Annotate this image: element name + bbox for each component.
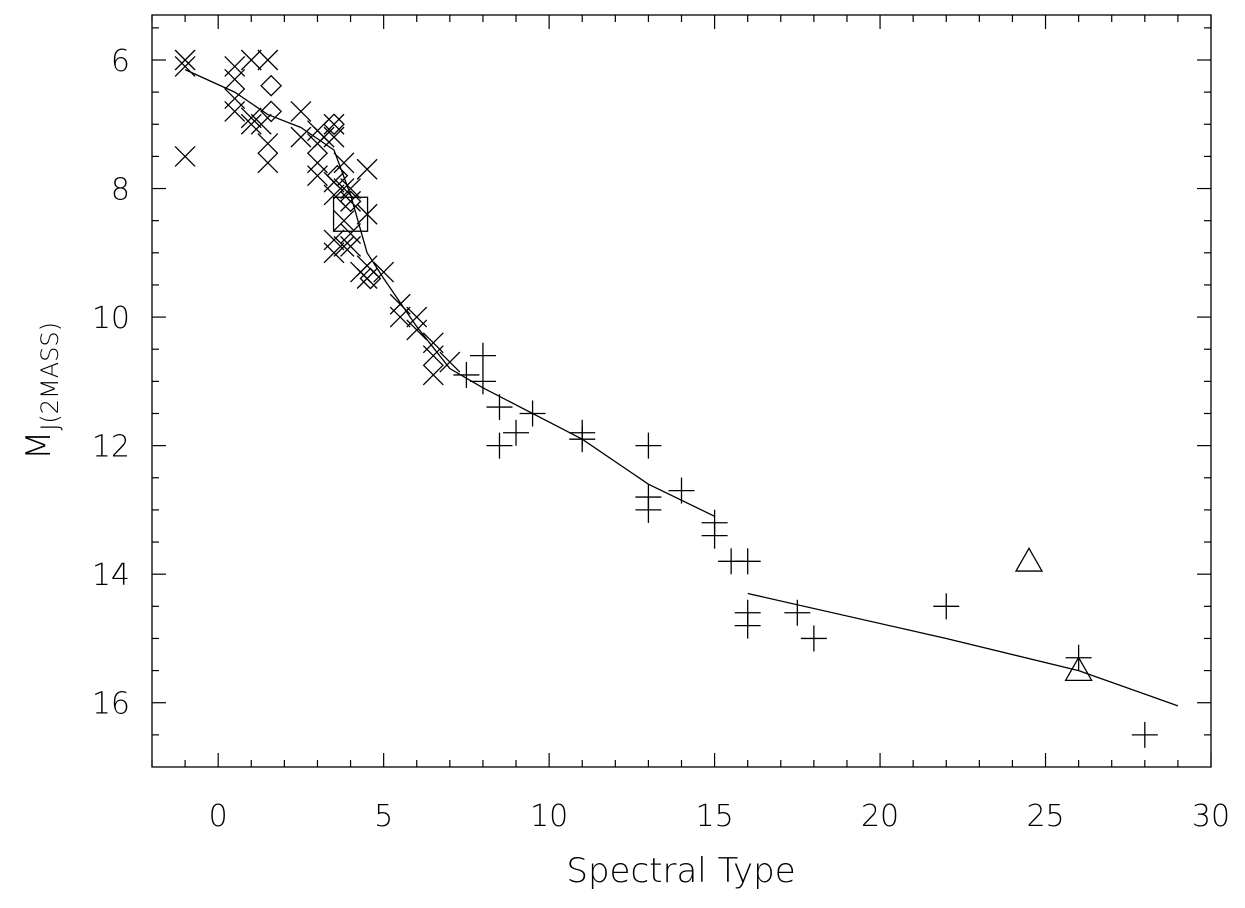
data-point-plus — [784, 599, 811, 626]
x-tick-labels: 0 5 10 15 20 25 30 — [209, 799, 1230, 834]
data-point-x — [439, 351, 461, 373]
data-point-x — [333, 178, 355, 199]
data-point-x — [313, 126, 335, 148]
y-axis-title-main: M — [19, 431, 59, 460]
data-point-x — [224, 68, 246, 90]
fit-line — [747, 592, 1179, 707]
y-tick-label: 10 — [92, 301, 130, 336]
data-point-x — [290, 126, 312, 148]
data-point-diamond — [260, 74, 283, 97]
axis-ticks — [151, 15, 1212, 767]
data-point-x — [333, 235, 355, 257]
data-point-x — [250, 113, 272, 135]
data-point-x — [373, 261, 395, 283]
y-tick-label: 8 — [111, 173, 130, 208]
data-point-diamond — [260, 100, 283, 123]
data-point-x — [389, 293, 411, 315]
data-point-plus — [469, 342, 496, 369]
data-point-x — [257, 133, 279, 155]
data-point-plus — [486, 394, 513, 421]
x-tick-label: 20 — [861, 799, 899, 834]
data-point-plus — [486, 432, 513, 459]
data-point-x — [389, 306, 411, 328]
y-tick-label: 6 — [111, 44, 130, 79]
data-point-x — [422, 345, 444, 367]
data-point-x — [174, 49, 196, 71]
data-point-x — [350, 261, 371, 283]
data-point-x — [340, 235, 362, 257]
data-point-plus — [503, 419, 530, 446]
data-point-x — [307, 152, 328, 174]
data-point-plus — [701, 522, 728, 549]
data-point-triangle — [1064, 656, 1093, 681]
data-point-diamond — [326, 164, 349, 187]
x-tick-label: 5 — [374, 799, 393, 834]
data-point-plus — [1131, 721, 1158, 748]
x-tick-label: 25 — [1026, 799, 1064, 834]
data-point-x — [307, 165, 328, 187]
data-point-plus — [635, 496, 662, 523]
data-point-plus — [453, 361, 480, 388]
data-point-x — [240, 113, 262, 135]
data-point-triangle — [1014, 547, 1044, 572]
y-tick-label: 14 — [92, 558, 130, 593]
y-tick-label: 12 — [92, 430, 130, 465]
data-point-plus — [668, 477, 695, 504]
data-point-x — [323, 126, 345, 148]
data-point-x — [340, 190, 362, 212]
data-point-diamond — [359, 267, 382, 290]
y-tick-label: 16 — [92, 687, 130, 722]
data-point-x — [323, 113, 345, 135]
fit-lines — [184, 69, 1179, 707]
data-point-x — [406, 319, 428, 341]
y-tick-labels: 6 8 10 12 14 16 — [92, 44, 130, 722]
x-tick-label: 0 — [209, 799, 228, 834]
data-point-x — [422, 332, 444, 354]
data-point-x — [323, 242, 345, 264]
data-point-x — [422, 364, 444, 386]
data-point-x — [174, 55, 196, 77]
data-point-x — [240, 107, 262, 129]
x-tick-label: 10 — [530, 799, 568, 834]
data-point-plus — [519, 400, 546, 427]
x-tick-label: 15 — [696, 799, 734, 834]
y-axis-title-subscript: J(2MASS) — [36, 322, 64, 431]
data-point-x — [257, 49, 279, 71]
x-tick-label: 30 — [1192, 799, 1230, 834]
fit-line — [482, 387, 715, 517]
data-point-x — [290, 100, 312, 122]
data-point-plus — [635, 432, 662, 459]
data-point-plus — [734, 548, 761, 575]
y-axis-title: MJ(2MASS) — [19, 322, 64, 460]
x-axis-title: Spectral Type — [566, 851, 795, 891]
data-point-x — [333, 210, 355, 232]
data-point-plus — [734, 612, 761, 639]
data-point-x — [257, 152, 279, 174]
data-point-x — [224, 55, 246, 77]
data-point-x — [174, 145, 196, 167]
data-point-x — [333, 152, 355, 174]
data-point-plus — [800, 625, 827, 652]
data-point-diamond — [339, 190, 362, 213]
data-point-x — [356, 158, 378, 180]
data-points — [174, 49, 1158, 748]
data-point-plus — [933, 593, 960, 620]
data-point-diamond — [323, 113, 345, 136]
data-point-square — [332, 196, 369, 232]
data-point-x — [224, 100, 246, 122]
data-point-plus — [469, 368, 496, 395]
data-point-plus — [569, 426, 596, 453]
data-point-x — [240, 49, 262, 71]
data-point-x — [323, 229, 345, 251]
